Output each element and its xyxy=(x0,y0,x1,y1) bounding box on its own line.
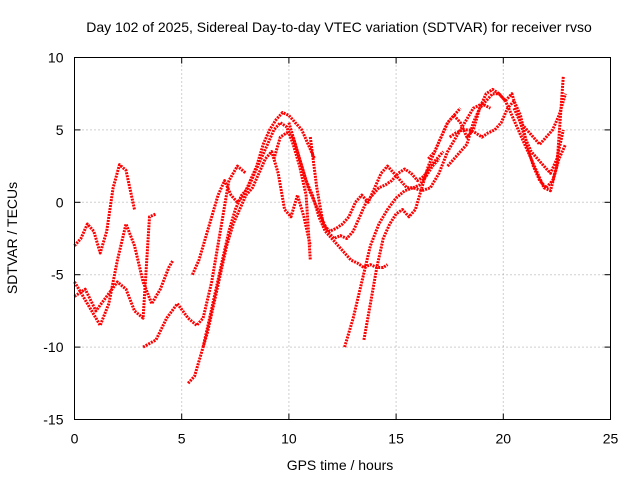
x-tick-label: 20 xyxy=(496,431,512,447)
y-tick-label: -5 xyxy=(51,267,64,283)
x-tick-label: 10 xyxy=(281,431,297,447)
x-axis-label: GPS time / hours xyxy=(287,457,394,473)
data-series-track-11 xyxy=(343,102,492,348)
y-tick-label: 5 xyxy=(56,122,64,138)
x-tick-label: 25 xyxy=(603,431,619,447)
x-tick-label: 5 xyxy=(178,431,186,447)
series-layer xyxy=(73,76,567,385)
x-tick-label: 0 xyxy=(71,431,79,447)
y-tick-label: -15 xyxy=(43,412,63,428)
x-tick-label: 15 xyxy=(388,431,404,447)
data-series-track-8 xyxy=(272,131,389,269)
data-series-track-16 xyxy=(512,93,567,146)
data-series-track-1 xyxy=(73,163,136,255)
y-axis-label: SDTVAR / TECUs xyxy=(4,182,20,294)
data-series-track-5 xyxy=(186,150,312,385)
plot-frame xyxy=(74,57,611,420)
data-series-track-7 xyxy=(201,121,312,348)
grid-layer xyxy=(74,57,611,420)
data-series-track-10 xyxy=(308,136,441,233)
data-series-track-15 xyxy=(446,76,565,193)
data-series-track-3 xyxy=(73,212,157,320)
tick-layer: 0 5 10 15 20 25 -15 -10 -5 0 5 10 xyxy=(43,50,618,447)
chart-title: Day 102 of 2025, Sidereal Day-to-day VTE… xyxy=(86,19,592,35)
data-series-track-14 xyxy=(448,99,567,190)
y-tick-label: 10 xyxy=(48,50,64,66)
data-series-track-4 xyxy=(142,164,247,349)
data-series-track-9 xyxy=(287,122,445,240)
data-series-track-13 xyxy=(427,87,565,175)
y-tick-label: 0 xyxy=(56,194,64,210)
y-tick-label: -10 xyxy=(43,339,63,355)
data-series-track-6 xyxy=(191,111,316,276)
data-series-track-2 xyxy=(73,222,175,327)
